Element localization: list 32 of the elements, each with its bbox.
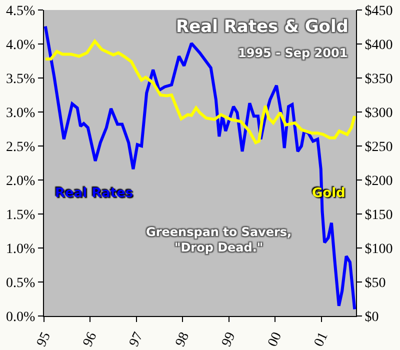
y2-tick-label: $200 <box>364 174 393 189</box>
y-tick-label: 3.0% <box>6 106 36 121</box>
y2-tick-label: $50 <box>364 276 386 291</box>
y2-tick-label: $300 <box>364 106 393 121</box>
y-tick-label: 1.0% <box>6 242 36 257</box>
y-tick-label: 0.5% <box>6 276 36 291</box>
line-series <box>44 40 356 144</box>
y-tick-label: 4.0% <box>6 38 36 53</box>
y2-tick-label: $350 <box>364 72 393 87</box>
y2-tick-label: $400 <box>364 38 393 53</box>
y2-tick-label: $0 <box>364 310 379 325</box>
y-tick-label: 1.5% <box>6 208 36 223</box>
y2-tick-label: $150 <box>364 208 393 223</box>
text: Real Rates & Gold <box>176 17 348 37</box>
y-tick-label: 3.5% <box>6 72 36 87</box>
x-tick-label: 98 <box>173 330 193 350</box>
y2-tick-label: $250 <box>364 140 393 155</box>
y-tick-label: 0.0% <box>6 310 36 325</box>
annotation: Greenspan to Savers, "Drop Dead." <box>146 225 292 255</box>
x-tick-label: 00 <box>266 330 286 350</box>
text: 1995 - Sep 2001 <box>238 46 348 60</box>
y-tick-label: 2.5% <box>6 140 36 155</box>
x-tick-label: 95 <box>34 330 54 350</box>
x-tick-label: 97 <box>126 330 146 350</box>
x-tick-label: 01 <box>312 330 332 350</box>
x-tick-label: 96 <box>80 330 100 350</box>
y2-tick-label: $100 <box>364 242 393 257</box>
y-tick-label: 2.0% <box>6 174 36 189</box>
series-label: Real Rates <box>55 186 134 201</box>
x-tick-label: 99 <box>219 330 239 350</box>
y2-tick-label: $450 <box>364 4 393 19</box>
y-tick-label: 4.5% <box>6 4 36 19</box>
